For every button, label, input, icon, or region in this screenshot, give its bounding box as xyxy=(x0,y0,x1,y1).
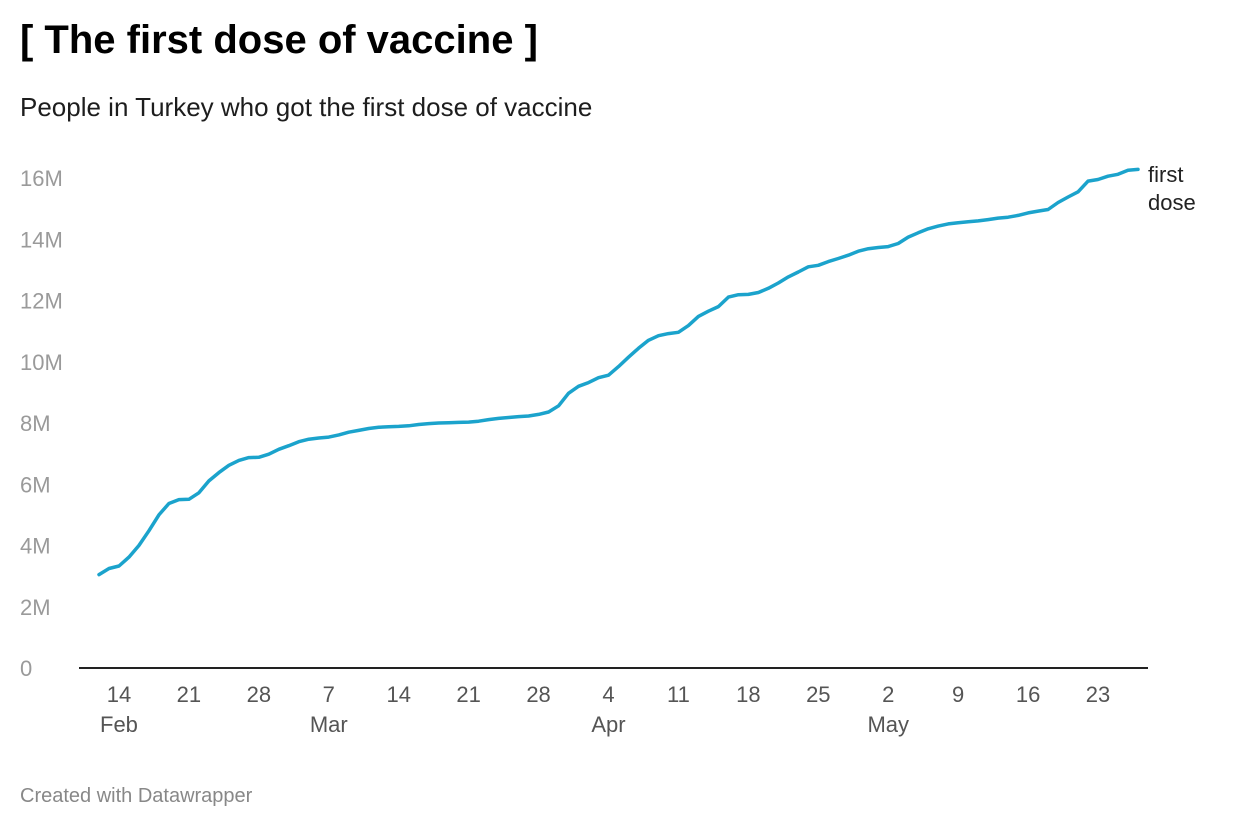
x-tick-label: 18 xyxy=(736,682,760,707)
x-tick-label: 28 xyxy=(247,682,271,707)
x-tick-label: 11 xyxy=(667,682,690,707)
x-tick-label: 21 xyxy=(177,682,201,707)
series-label-first-dose: first dose xyxy=(1148,162,1196,215)
y-tick-label: 12M xyxy=(20,289,63,314)
y-tick-label: 14M xyxy=(20,227,63,252)
x-tick-month-label: Apr xyxy=(591,712,625,737)
x-tick-label: 25 xyxy=(806,682,830,707)
y-tick-label: 8M xyxy=(20,411,51,436)
chart-subtitle: People in Turkey who got the first dose … xyxy=(20,92,593,122)
x-tick-label: 21 xyxy=(456,682,480,707)
x-tick-label: 9 xyxy=(952,682,964,707)
x-tick-label: 14 xyxy=(386,682,410,707)
y-tick-label: 16M xyxy=(20,166,63,191)
y-tick-label: 2M xyxy=(20,595,51,620)
chart-title: [ The first dose of vaccine ] xyxy=(20,18,538,62)
y-tick-label: 10M xyxy=(20,350,63,375)
x-tick-month-label: May xyxy=(867,712,909,737)
y-tick-label: 0 xyxy=(20,656,32,681)
x-tick-label: 2 xyxy=(882,682,894,707)
series-label-line: first xyxy=(1148,162,1183,187)
x-tick-month-label: Mar xyxy=(310,712,348,737)
x-axis-ticks: 14 Feb 21 28 7 Mar 14 21 28 4 Apr 11 18 25 2 May 9 16 23 xyxy=(100,682,1110,737)
x-tick-label: 28 xyxy=(526,682,550,707)
x-tick-label: 4 xyxy=(602,682,614,707)
y-tick-label: 4M xyxy=(20,534,51,559)
credit-footer: Created with Datawrapper xyxy=(20,785,253,807)
x-tick-label: 16 xyxy=(1016,682,1040,707)
x-tick-month-label: Feb xyxy=(100,712,138,737)
series-label-line: dose xyxy=(1148,190,1196,215)
y-tick-label: 6M xyxy=(20,472,51,497)
y-axis-ticks: 0 2M 4M 6M 8M 10M 12M 14M 16M xyxy=(20,166,63,681)
x-tick-label: 7 xyxy=(323,682,335,707)
x-tick-label: 14 xyxy=(107,682,131,707)
series-line-first-dose xyxy=(97,167,1140,577)
x-tick-label: 23 xyxy=(1086,682,1110,707)
